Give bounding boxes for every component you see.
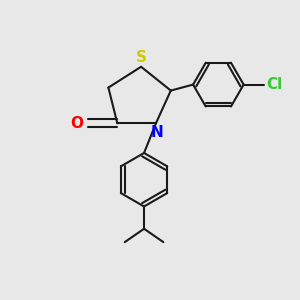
Text: O: O xyxy=(70,116,83,131)
Text: Cl: Cl xyxy=(266,77,282,92)
Text: S: S xyxy=(136,50,147,65)
Text: N: N xyxy=(151,125,164,140)
